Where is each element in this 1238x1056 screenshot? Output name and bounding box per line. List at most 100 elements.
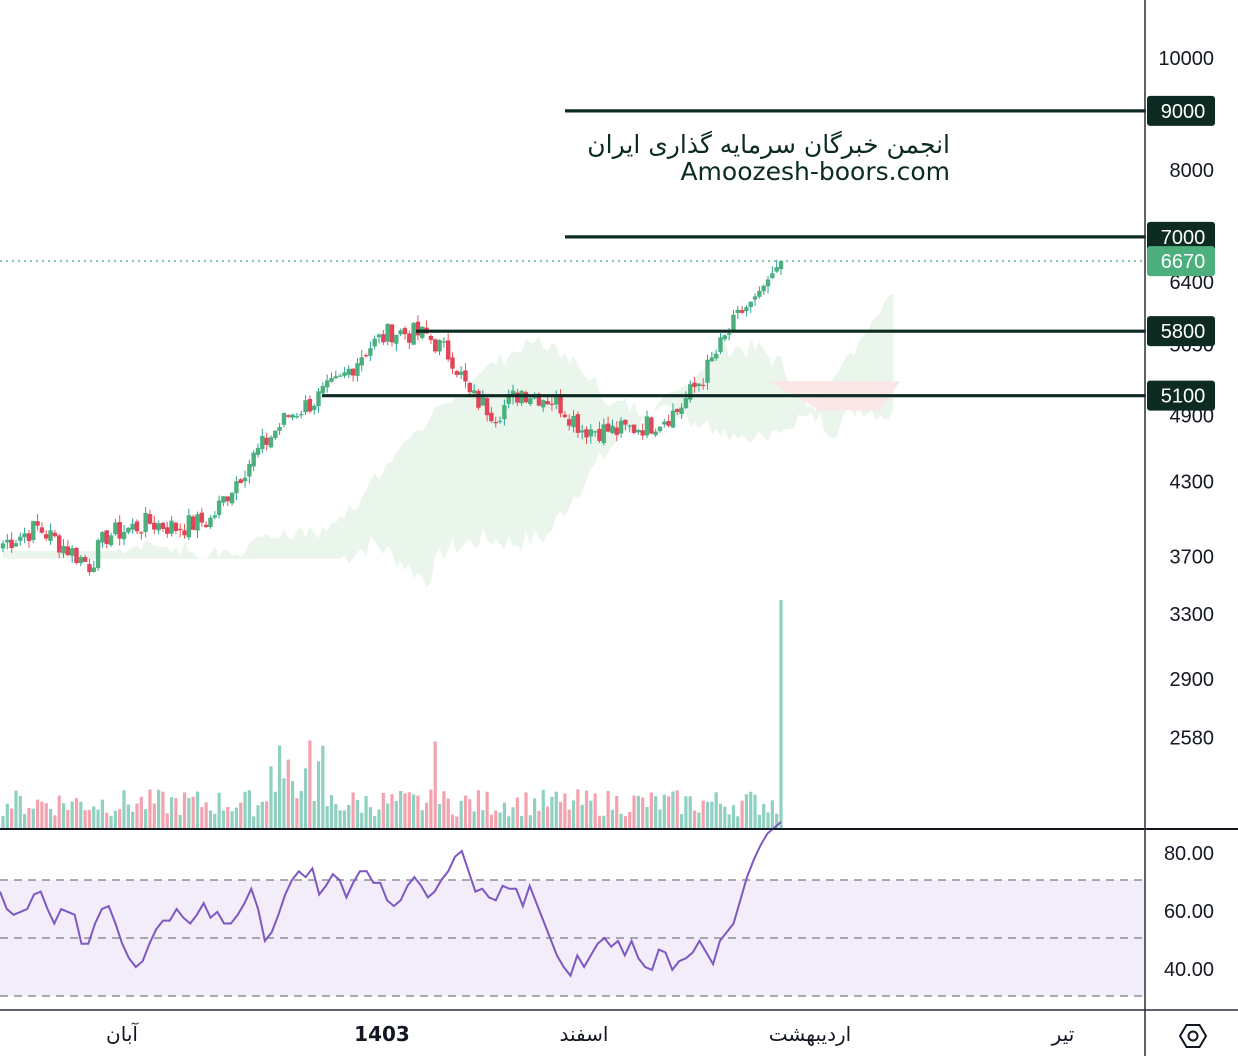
candle-body	[290, 414, 295, 418]
candle-body	[238, 479, 243, 484]
volume-bar	[645, 807, 649, 828]
price-pane[interactable]: انجمن خبرگان سرمایه گذاری ایران Amoozesh…	[0, 109, 1146, 828]
candle-body	[584, 429, 589, 438]
candle-body	[394, 334, 399, 344]
candle-body	[696, 383, 702, 386]
volume-bar	[217, 792, 221, 828]
candle-body	[359, 357, 364, 366]
volume-bar	[213, 813, 217, 828]
candle-body	[757, 291, 762, 297]
price-tick: 3700	[1170, 547, 1215, 569]
volume-bar	[295, 798, 299, 828]
candle-body	[147, 514, 153, 524]
volume-bar	[351, 792, 355, 828]
volume-bar	[623, 816, 627, 828]
candle-body	[320, 386, 326, 394]
volume-bar	[178, 814, 182, 828]
volume-bar	[632, 795, 636, 828]
candle-body	[156, 523, 161, 531]
volume-bar	[692, 810, 697, 828]
volume-bar	[628, 811, 632, 828]
volume-bar	[40, 801, 44, 828]
candle-body	[199, 512, 205, 523]
price-tick: 6400	[1170, 272, 1215, 294]
candle-body	[0, 543, 6, 549]
rsi-pane[interactable]	[0, 821, 1144, 997]
volume-bar	[446, 798, 450, 828]
volume-bar	[122, 790, 126, 828]
candle-body	[178, 528, 183, 531]
candle-body	[121, 532, 127, 540]
candle-body	[299, 414, 304, 416]
volume-bar	[325, 806, 329, 828]
rsi-axis[interactable]: 80.00 60.00 40.00	[1164, 843, 1214, 981]
volume-bar	[429, 789, 433, 828]
volume-bar	[44, 803, 48, 828]
candle-body	[649, 417, 654, 434]
volume-bar	[329, 795, 334, 828]
time-axis[interactable]: آبان 1403 اسفند اردیبهشت تیر	[106, 1021, 1074, 1046]
horizontal-levels[interactable]	[322, 109, 1146, 398]
candle-body	[104, 530, 109, 545]
candle-body	[190, 516, 196, 530]
candle-body	[52, 532, 58, 537]
volume-bar	[563, 793, 567, 828]
volume-bar	[494, 810, 498, 828]
volume-bar	[260, 801, 264, 828]
candle-body	[562, 414, 568, 418]
volume-bar	[342, 810, 347, 828]
volume-bar	[675, 790, 679, 828]
candle-body	[44, 534, 49, 539]
candle-body	[458, 371, 464, 375]
candle-body	[735, 309, 740, 314]
candle-body	[294, 416, 300, 418]
candle-body	[437, 339, 442, 352]
volume-bar	[744, 794, 749, 828]
rsi-tick-60: 60.00	[1164, 901, 1214, 923]
candle-body	[752, 296, 758, 300]
candle-body	[692, 382, 697, 387]
volume-bar	[619, 813, 623, 828]
volume-bar	[723, 806, 727, 828]
candle-body	[688, 384, 693, 400]
volume-bar	[334, 804, 338, 828]
candle-body	[255, 448, 261, 455]
candle-body	[385, 323, 390, 342]
candle-body	[402, 328, 408, 335]
volume-bar	[580, 804, 584, 828]
candle-body	[445, 340, 451, 360]
volume-bar	[399, 791, 403, 828]
candle-body	[61, 545, 66, 554]
candle-body	[368, 348, 373, 356]
price-tick: 2580	[1170, 727, 1215, 749]
candle-body	[597, 428, 602, 441]
candle-body	[657, 426, 663, 432]
candle-body	[264, 437, 269, 445]
volume-bars	[1, 600, 783, 828]
volume-bar	[731, 805, 736, 828]
candle-body	[165, 527, 170, 534]
volume-bar	[416, 795, 420, 828]
volume-bar	[407, 792, 411, 828]
candle-body	[316, 391, 321, 407]
candle-body	[510, 390, 516, 398]
candle-body	[134, 521, 140, 532]
watermark-line2: Amoozesh-boors.com	[680, 157, 950, 186]
candle-body	[428, 335, 434, 340]
volume-bar	[92, 806, 96, 828]
volume-bar	[489, 814, 494, 828]
candle-body	[662, 421, 667, 425]
volume-bar	[589, 800, 593, 828]
candle-body	[480, 397, 485, 406]
volume-bar	[321, 745, 325, 828]
candle-body	[251, 452, 256, 467]
candle-body	[454, 371, 460, 375]
volume-bar	[485, 791, 489, 828]
volume-bar	[770, 800, 774, 828]
hexagon-settings-icon[interactable]	[1178, 1024, 1208, 1048]
candle-body	[212, 515, 217, 518]
candle-body	[95, 540, 101, 569]
volume-bar	[308, 740, 312, 828]
candle-body	[411, 322, 416, 345]
